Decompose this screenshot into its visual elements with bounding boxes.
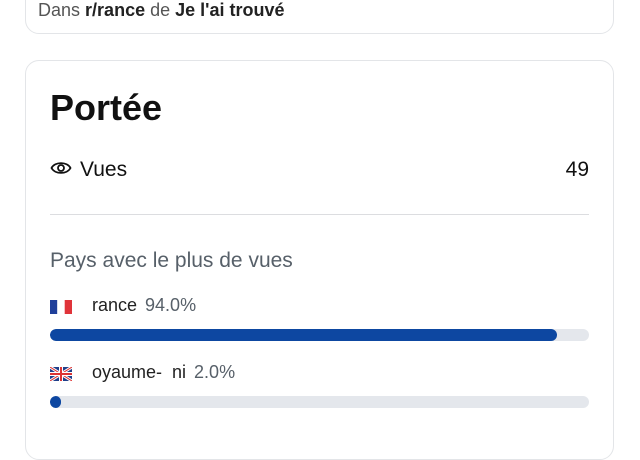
community-link[interactable]: r/rance [85, 0, 146, 20]
flag-france-icon [50, 298, 72, 314]
progress-fill [50, 329, 557, 341]
post-location: Dans r/rance de Je l'ai trouvé [38, 0, 284, 20]
flag-uk-icon [49, 365, 73, 383]
flair-text: Je l'ai trouvé [175, 0, 285, 20]
prefix-text: Dans [38, 0, 81, 20]
progress-bar [50, 329, 589, 341]
country-name: oyaume- ni [92, 361, 187, 382]
views-label: Vues [80, 158, 128, 181]
progress-bar [50, 396, 589, 408]
middle-text: de [150, 0, 171, 20]
views-value: 49 [565, 158, 589, 181]
countries-heading: Pays avec le plus de vues [50, 249, 293, 272]
progress-fill [50, 396, 61, 408]
section-title: Portée [50, 87, 163, 128]
reach-card: Portée Vues 49 Pays avec le plus de vues… [25, 60, 614, 460]
divider [50, 214, 589, 215]
eye-icon [50, 158, 72, 182]
country-percent: 94.0% [145, 294, 197, 315]
country-row-uk: oyaume- ni 2.0% [49, 360, 589, 420]
country-row-france: rance 94.0% [50, 293, 589, 353]
country-name: rance [92, 294, 138, 315]
country-percent: 2.0% [194, 361, 236, 382]
post-info-card: Dans r/rance de Je l'ai trouvé [25, 0, 614, 34]
views-row: Vues 49 [50, 157, 589, 183]
